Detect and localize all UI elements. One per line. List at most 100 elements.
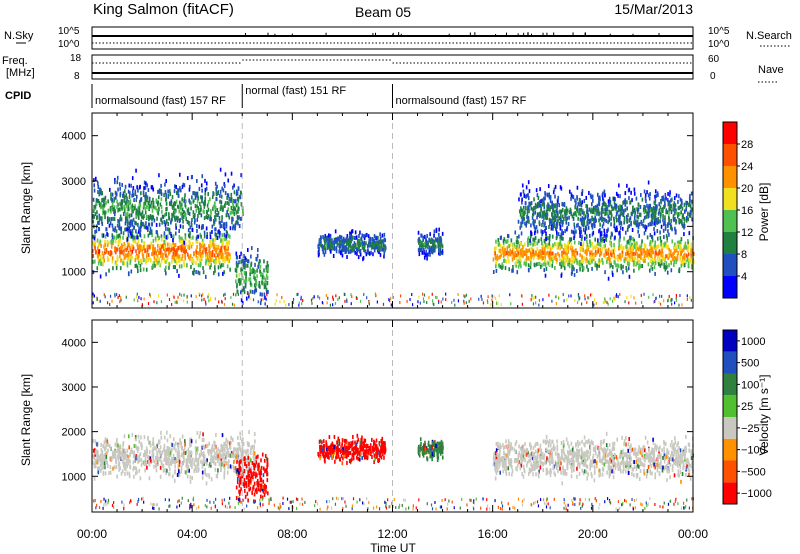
data-cell <box>561 244 563 249</box>
data-cell <box>438 243 440 248</box>
ground-scatter-cell <box>223 293 225 297</box>
data-cell <box>570 259 573 264</box>
data-cell <box>591 232 594 237</box>
data-cell <box>220 253 223 258</box>
data-cell <box>555 212 558 217</box>
ground-scatter-cell <box>264 302 266 306</box>
data-cell <box>534 226 537 231</box>
data-cell <box>514 230 517 235</box>
data-cell <box>506 246 509 251</box>
data-cell <box>133 450 136 455</box>
data-cell <box>117 202 119 207</box>
data-cell <box>211 257 214 262</box>
data-cell <box>563 217 565 222</box>
data-cell <box>519 249 522 254</box>
data-cell <box>197 462 200 467</box>
data-cell <box>256 268 258 273</box>
data-cell <box>636 219 639 224</box>
data-cell <box>650 244 653 249</box>
data-cell <box>634 210 637 215</box>
data-cell <box>685 215 688 220</box>
data-cell <box>602 201 605 206</box>
data-cell <box>135 211 137 216</box>
data-cell <box>423 241 426 246</box>
data-cell <box>601 224 604 229</box>
data-cell <box>438 251 440 256</box>
data-cell <box>581 210 584 215</box>
data-cell <box>159 248 162 253</box>
data-cell <box>135 194 138 199</box>
data-cell <box>128 445 131 450</box>
data-cell <box>173 478 176 483</box>
ground-scatter-cell <box>296 293 298 297</box>
data-cell <box>515 253 518 258</box>
data-cell <box>93 241 95 246</box>
data-cell <box>128 257 130 262</box>
ground-scatter-cell <box>457 292 459 296</box>
data-cell <box>560 219 563 224</box>
data-cell <box>352 245 354 250</box>
data-cell <box>216 235 219 240</box>
data-cell <box>214 209 217 214</box>
data-cell <box>151 214 154 219</box>
data-cell <box>548 192 551 197</box>
data-cell <box>158 236 160 241</box>
data-cell <box>230 198 232 203</box>
data-cell <box>177 473 180 478</box>
data-cell <box>227 240 229 245</box>
data-cell <box>557 195 560 200</box>
ground-scatter-cell <box>204 300 207 304</box>
data-cell <box>158 188 161 193</box>
data-cell <box>165 461 167 466</box>
ground-scatter-cell <box>368 300 370 304</box>
data-cell <box>209 235 212 240</box>
data-cell <box>596 211 598 216</box>
data-cell <box>670 198 672 203</box>
data-cell <box>188 256 191 261</box>
data-cell <box>229 226 232 231</box>
data-cell <box>594 208 597 213</box>
data-cell <box>683 202 686 207</box>
ground-scatter-cell <box>422 292 424 296</box>
data-cell <box>547 184 550 189</box>
data-cell <box>204 187 207 192</box>
data-cell <box>541 223 543 228</box>
data-cell <box>332 241 334 246</box>
data-cell <box>222 245 225 250</box>
data-cell <box>620 205 623 210</box>
data-cell <box>200 243 203 248</box>
data-cell <box>378 239 381 244</box>
data-cell <box>581 216 584 221</box>
data-cell <box>94 464 97 469</box>
data-cell <box>342 243 345 248</box>
data-cell <box>249 272 251 277</box>
data-cell <box>659 230 661 235</box>
data-cell <box>218 259 220 264</box>
data-cell <box>111 202 114 207</box>
data-cell <box>500 235 503 240</box>
data-cell <box>203 216 206 221</box>
data-cell <box>236 435 239 440</box>
data-cell <box>170 233 173 238</box>
data-cell <box>236 219 238 224</box>
data-cell <box>140 213 143 218</box>
data-cell <box>680 263 683 268</box>
data-cell <box>183 240 186 245</box>
data-cell <box>497 237 500 242</box>
data-cell <box>425 249 427 254</box>
data-cell <box>563 243 566 248</box>
data-cell <box>233 453 236 458</box>
data-cell <box>622 246 625 251</box>
data-cell <box>502 239 505 244</box>
ground-scatter-cell <box>465 301 467 305</box>
data-cell <box>552 190 555 195</box>
data-cell <box>584 258 587 263</box>
data-cell <box>440 250 443 255</box>
data-cell <box>171 195 174 200</box>
data-cell <box>101 233 103 238</box>
data-cell <box>152 215 155 220</box>
data-cell <box>370 250 372 255</box>
ground-scatter-cell <box>351 295 353 299</box>
data-cell <box>660 200 662 205</box>
data-cell <box>209 240 211 245</box>
